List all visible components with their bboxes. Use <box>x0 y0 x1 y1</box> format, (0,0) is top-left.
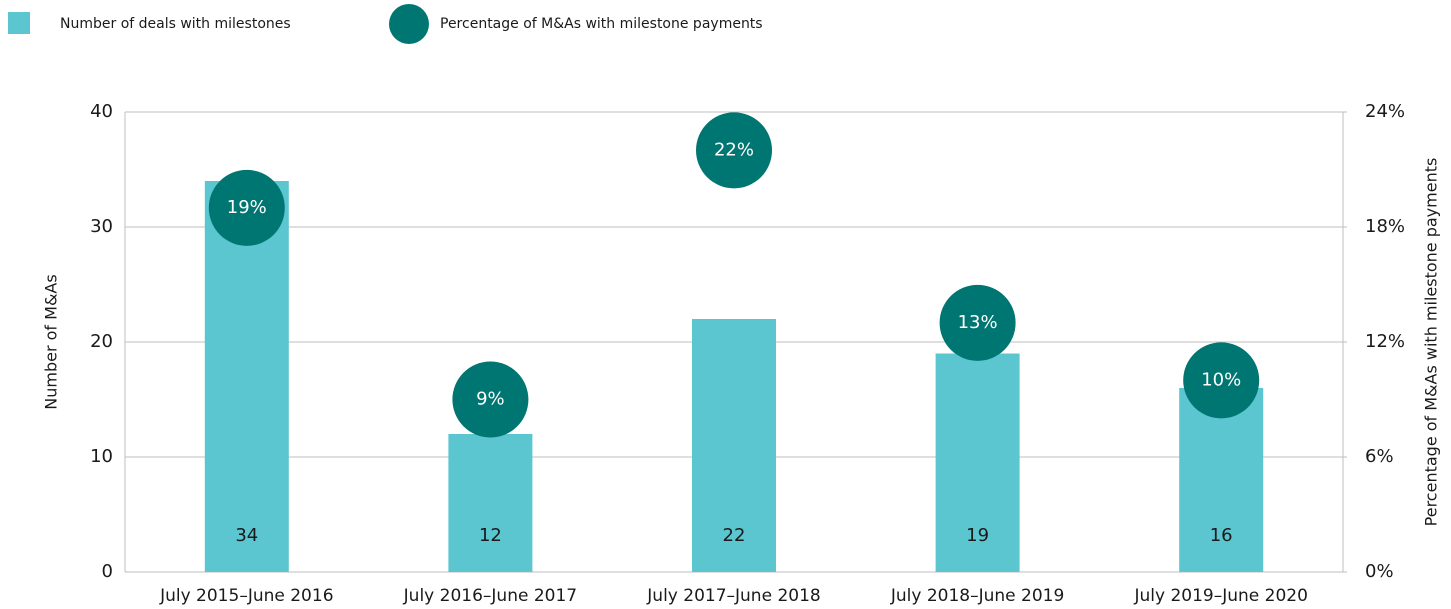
y-tick-label: 20 <box>90 331 113 352</box>
bar-value-label: 16 <box>1210 525 1233 546</box>
bar <box>1179 388 1264 572</box>
y-tick-label: 40 <box>90 101 113 122</box>
bar-value-label: 22 <box>723 525 746 546</box>
bar <box>935 353 1020 572</box>
bar <box>448 434 533 572</box>
legend-label: Percentage of M&As with milestone paymen… <box>440 16 763 32</box>
y-tick-label: 10 <box>90 446 113 467</box>
x-tick-label: July 2016–June 2017 <box>403 586 577 606</box>
y2-tick-label: 0% <box>1365 561 1394 582</box>
bar-value-label: 12 <box>479 525 502 546</box>
bar <box>204 181 289 572</box>
bar-value-label: 34 <box>235 525 258 546</box>
bubble-label: 19% <box>227 197 267 218</box>
bar-value-label: 19 <box>966 525 989 546</box>
y2-tick-label: 12% <box>1365 331 1405 352</box>
bubble-label: 9% <box>476 389 505 410</box>
y-tick-label: 0 <box>102 561 113 582</box>
y2-tick-label: 18% <box>1365 216 1405 237</box>
legend-swatch <box>8 12 30 34</box>
bubble <box>452 361 529 438</box>
y2-axis-label: Percentage of M&As with milestone paymen… <box>1422 158 1441 527</box>
bubble <box>939 284 1016 361</box>
bubble <box>208 169 285 246</box>
bubble-label: 10% <box>1201 369 1241 390</box>
x-tick-label: July 2017–June 2018 <box>646 586 820 606</box>
x-tick-label: July 2018–June 2019 <box>890 586 1064 606</box>
legend-label: Number of deals with milestones <box>60 16 291 32</box>
bubble-label: 13% <box>958 312 998 333</box>
y-axis-label: Number of M&As <box>42 274 61 409</box>
bubble <box>1183 342 1260 419</box>
y2-tick-label: 24% <box>1365 101 1405 122</box>
y-tick-label: 30 <box>90 216 113 237</box>
bubble-label: 22% <box>714 139 754 160</box>
y2-tick-label: 6% <box>1365 446 1394 467</box>
legend-swatch <box>389 4 429 44</box>
x-tick-label: July 2015–June 2016 <box>159 586 333 606</box>
x-tick-label: July 2019–June 2020 <box>1133 586 1307 606</box>
bar <box>692 319 776 572</box>
bubble <box>696 112 772 189</box>
